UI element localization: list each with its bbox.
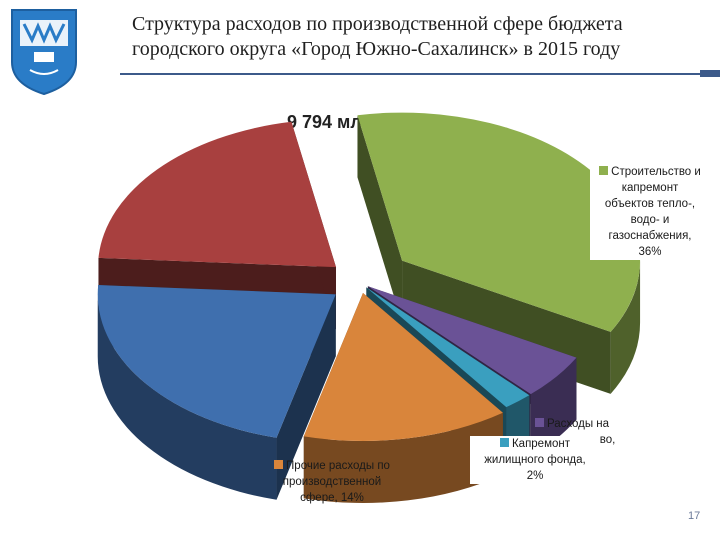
label-line: Прочие расходы по	[286, 460, 390, 472]
slice-label-housing: Капремонт жилищного фонда, 2%	[470, 436, 600, 484]
title-line-1: Структура расходов по производственной с…	[132, 13, 623, 35]
label-line: сфере, 14%	[300, 492, 364, 504]
label-line: водо- и	[630, 214, 670, 226]
label-line: объектов тепло-,	[604, 198, 696, 210]
pie-slice-top-3	[303, 293, 503, 442]
legend-swatch-other-expenses	[534, 418, 544, 427]
pie-slice-top-5	[98, 121, 336, 268]
label-line: Строительство и	[611, 166, 701, 178]
pie-slice-top-4	[97, 285, 336, 438]
title-line-2: городского округа «Город Южно-Сахалинск»…	[132, 38, 621, 60]
pie-slice-top-1	[367, 286, 577, 395]
title-divider-cap	[700, 70, 720, 77]
pie-slice-side	[97, 294, 277, 500]
chart-title: 9 794 млн.	[287, 112, 378, 132]
page-number: 17	[688, 510, 701, 522]
slice-label-heat: Строительство и капремонт объектов тепло…	[590, 164, 710, 260]
legend-swatch-housing	[499, 438, 509, 447]
pie-slice-side	[303, 412, 503, 504]
page-title: Структура расходов по производственной с…	[132, 12, 702, 62]
label-line: Расходы на	[546, 418, 610, 430]
label-line: производственной	[282, 476, 382, 488]
label-line: жилищного фонда,	[484, 454, 586, 466]
label-line: газоснабжения,	[608, 230, 692, 242]
legend-swatch-heat	[599, 166, 609, 175]
city-emblem-icon	[11, 9, 77, 96]
legend-swatch-other-production	[274, 460, 284, 469]
label-line: Капремонт	[511, 438, 571, 450]
label-line: 36%	[638, 246, 662, 258]
title-divider	[120, 73, 720, 75]
pie-slice-top-2	[366, 287, 530, 408]
pie-slice-top-0	[357, 112, 641, 332]
pie-slice	[97, 285, 336, 500]
label-line: 2%	[526, 470, 544, 482]
slice-label-other-production: Прочие расходы по производственной сфере…	[262, 458, 402, 506]
label-line: капремонт	[621, 182, 679, 194]
pie-slice-side	[530, 357, 577, 457]
pie-slice	[303, 293, 503, 504]
pie-slice-wall	[357, 115, 403, 323]
pie-slice-side	[610, 260, 641, 394]
